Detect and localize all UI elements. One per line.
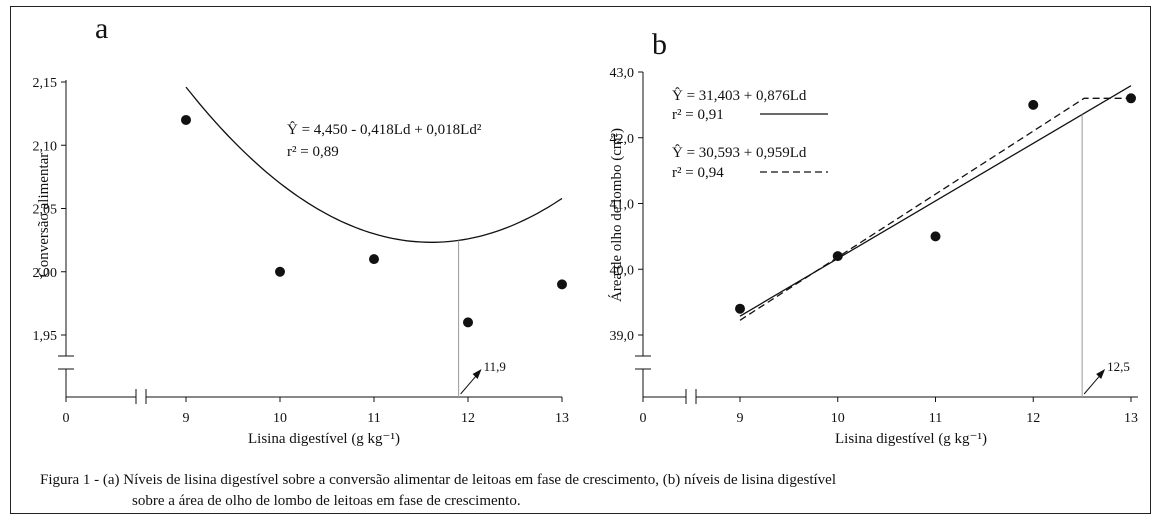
b-data-point <box>1028 99 1039 110</box>
panel-b-linear-fit <box>739 85 1132 317</box>
panel-b-x-axis-label: Lisina digestível (g kg⁻¹) <box>835 431 987 447</box>
b-data-point <box>735 303 745 314</box>
b-y-tick-label: 41,0 <box>610 198 635 213</box>
a-y-tick-label: 1,95 <box>33 329 58 344</box>
figure-caption: Figura 1 - (a) Níveis de lisina digestív… <box>40 470 1145 512</box>
b-data-point <box>1126 93 1136 104</box>
panel-b-label: b <box>652 28 667 61</box>
b-x-tick-label: 0 <box>640 411 647 426</box>
a-data-point <box>181 114 191 125</box>
panel-b-equation-solid: Ŷ = 31,403 + 0,876Ld <box>672 87 807 104</box>
a-y-tick-label: 2,00 <box>33 266 58 281</box>
figure-frame <box>10 6 1151 514</box>
panel-a-x-axis-label: Lisina digestível (g kg⁻¹) <box>248 431 400 447</box>
a-x-tick-label: 13 <box>555 411 569 426</box>
a-data-point <box>369 254 379 265</box>
panel-a: a Conversão alimentar Lisina digestível … <box>33 12 570 447</box>
b-y-tick-label: 39,0 <box>610 329 635 344</box>
caption-line-1: Figura 1 - (a) Níveis de lisina digestív… <box>40 472 836 488</box>
b-x-tick-label: 13 <box>1124 411 1138 426</box>
b-x-tick-label: 11 <box>929 411 942 426</box>
panel-b: b Área de olho de lombo (cm²) Lisina dig… <box>608 28 1138 447</box>
b-x-tick-label: 9 <box>737 411 744 426</box>
b-y-tick-label: 43,0 <box>610 66 635 81</box>
a-data-point <box>463 317 473 328</box>
a-x-tick-label: 12 <box>461 411 475 426</box>
b-data-point <box>832 251 843 262</box>
panel-b-optimum-arrow <box>1083 369 1106 395</box>
caption-line-2: sobre a área de olho de lombo de leitoas… <box>132 493 521 509</box>
panel-b-plateau-fit <box>739 97 1131 321</box>
panel-a-optimum-arrow <box>460 369 482 395</box>
b-x-tick-label: 12 <box>1026 411 1040 426</box>
panel-a-r2: r² = 0,89 <box>287 144 339 160</box>
a-x-tick-label: 11 <box>367 411 380 426</box>
a-y-tick-label: 2,05 <box>33 203 58 218</box>
a-y-tick-label: 2,15 <box>33 76 58 91</box>
a-x-tick-label: 9 <box>183 411 190 426</box>
panel-b-y-axis-label: Área de olho de lombo (cm²) <box>608 128 625 302</box>
panel-a-y-axis-label: Conversão alimentar <box>36 153 52 278</box>
figure-charts: a Conversão alimentar Lisina digestível … <box>33 12 1138 447</box>
a-x-tick-label: 0 <box>63 411 70 426</box>
a-data-point <box>557 279 567 290</box>
panel-b-r2-solid: r² = 0,91 <box>672 107 724 123</box>
a-data-point <box>275 266 285 277</box>
a-x-tick-label: 10 <box>273 411 287 426</box>
b-y-tick-label: 40,0 <box>610 263 635 278</box>
b-arrow-head <box>1096 369 1106 379</box>
panel-b-r2-dashed: r² = 0,94 <box>672 165 724 181</box>
panel-a-optimum-label: 11,9 <box>484 359 506 374</box>
panel-a-quadratic-fit <box>185 86 563 243</box>
a-arrow-head <box>472 369 482 379</box>
b-x-tick-label: 10 <box>831 411 845 426</box>
panel-b-optimum-label: 12,5 <box>1107 359 1130 374</box>
b-y-tick-label: 42,0 <box>610 132 635 147</box>
a-y-tick-label: 2,10 <box>33 139 58 154</box>
panel-b-equation-dashed: Ŷ = 30,593 + 0,959Ld <box>672 144 807 161</box>
panel-a-equation: Ŷ = 4,450 - 0,418Ld + 0,018Ld² <box>287 121 482 138</box>
panel-a-label: a <box>95 12 108 45</box>
b-data-point <box>930 231 941 242</box>
